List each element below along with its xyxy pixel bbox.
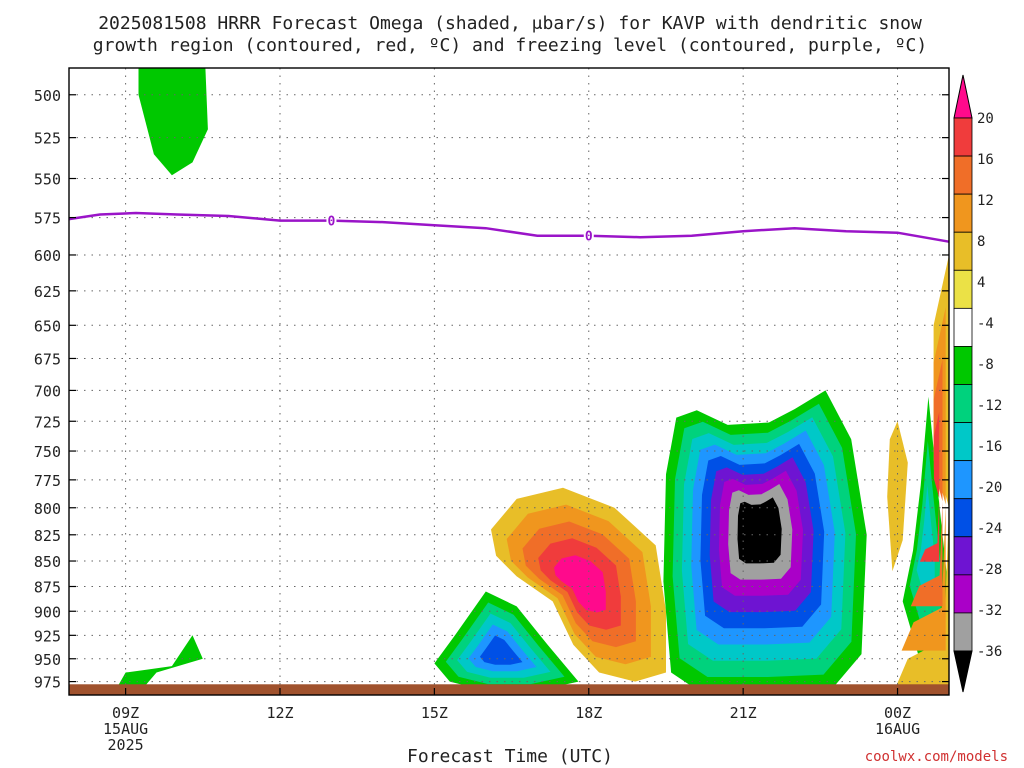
colorbar-top-arrow xyxy=(953,74,973,119)
omega-region-right-edge-descent-level-0 xyxy=(892,209,949,695)
colorbar-bottom-arrow xyxy=(953,650,973,693)
x-tick-label: 00Z xyxy=(884,704,911,722)
freezing-label-bg xyxy=(583,227,594,242)
colorbar-segment xyxy=(953,422,973,462)
freezing-label-bg xyxy=(326,212,337,227)
x-tick-label: 16AUG xyxy=(875,720,920,738)
y-tick-label: 925 xyxy=(34,627,61,645)
omega-region-lower-left-green-level-0 xyxy=(115,635,203,691)
y-tick-label: 975 xyxy=(34,674,61,692)
x-tick-label: 2025 xyxy=(108,736,144,754)
y-tick-label: 825 xyxy=(34,527,61,545)
y-tick-label: 550 xyxy=(34,171,61,189)
omega-region-narrow-ascent-2z-level-2 xyxy=(916,485,935,592)
omega-region-right-edge-descent-level-3 xyxy=(919,396,940,562)
y-tick-label: 900 xyxy=(34,603,61,621)
colorbar-label: 4 xyxy=(977,275,985,291)
y-tick-label: 800 xyxy=(34,500,61,518)
colorbar-segment xyxy=(953,536,973,576)
x-tick-label: 21Z xyxy=(730,704,757,722)
colorbar-segment xyxy=(953,307,973,347)
y-tick-label: 700 xyxy=(34,382,61,400)
y-tick-label: 625 xyxy=(34,283,61,301)
colorbar-segment xyxy=(953,155,973,195)
colorbar-segment xyxy=(953,498,973,538)
colorbar-label: 12 xyxy=(977,193,994,209)
y-tick-label: 850 xyxy=(34,553,61,571)
colorbar-label: -12 xyxy=(977,398,1002,414)
x-tick-label: 12Z xyxy=(266,704,293,722)
y-tick-label: 500 xyxy=(34,87,61,105)
y-tick-label: 675 xyxy=(34,350,61,368)
colorbar-segment xyxy=(953,460,973,500)
chart-title-line-1: 2025081508 HRRR Forecast Omega (shaded, … xyxy=(98,13,922,34)
surface-band xyxy=(69,684,949,695)
colorbar-label: 8 xyxy=(977,234,985,250)
x-tick-label: 09Z xyxy=(112,704,139,722)
colorbar-segment xyxy=(953,574,973,614)
colorbar-segment xyxy=(953,346,973,385)
y-tick-label: 725 xyxy=(34,413,61,431)
omega-region-right-edge-descent-level-1 xyxy=(901,272,946,651)
y-tick-label: 750 xyxy=(34,443,61,461)
omega-region-descent-cell-18z-level-4 xyxy=(554,555,606,613)
colorbar-label: 16 xyxy=(977,152,994,168)
colorbar-label: -20 xyxy=(977,480,1002,496)
freezing-level-label: 0 xyxy=(328,215,336,230)
omega-region-upper-left-green-level-0 xyxy=(138,68,208,176)
y-tick-label: 600 xyxy=(34,247,61,265)
x-tick-label: 18Z xyxy=(575,704,602,722)
omega-region-right-edge-descent-level-2 xyxy=(910,334,943,607)
colorbar-label: 20 xyxy=(977,111,994,127)
colorbar-label: -36 xyxy=(977,644,1002,660)
colorbar-label: -28 xyxy=(977,562,1002,578)
colorbar-label: -8 xyxy=(977,357,994,373)
colorbar-segment xyxy=(953,231,973,271)
colorbar-label: -32 xyxy=(977,603,1002,619)
y-tick-label: 575 xyxy=(34,210,61,228)
credit-text: coolwx.com/models xyxy=(865,749,1008,765)
colorbar-segment xyxy=(953,269,973,309)
colorbar-segment xyxy=(953,612,973,652)
colorbar-segment xyxy=(953,384,973,423)
plot-frame xyxy=(68,67,950,696)
colorbar-segment xyxy=(953,193,973,233)
y-tick-label: 950 xyxy=(34,651,61,669)
x-axis-label: Forecast Time (UTC) xyxy=(407,746,613,767)
x-tick-label: 15AUG xyxy=(103,720,148,738)
omega-region-strong-ascent-21z-level-8 xyxy=(737,497,782,564)
freezing-level-line xyxy=(68,211,950,243)
y-tick-label: 525 xyxy=(34,130,61,148)
colorbar-label: -4 xyxy=(977,316,994,332)
y-tick-label: 650 xyxy=(34,317,61,335)
freezing-level-contour: 00 xyxy=(68,211,950,245)
y-tick-label: 875 xyxy=(34,578,61,596)
chart-title-line-2: growth region (contoured, red, ºC) and f… xyxy=(93,35,927,56)
colorbar-segment xyxy=(953,117,973,157)
colorbar-label: -24 xyxy=(977,521,1002,537)
plot-area xyxy=(69,68,949,695)
colorbar-label: -16 xyxy=(977,439,1002,455)
freezing-level-label: 0 xyxy=(585,230,593,245)
y-axis: 500 525 550 575 600 625 650 675 700 725 750 775 800 8… xyxy=(34,87,949,692)
y-tick-label: 775 xyxy=(34,472,61,490)
colorbar: 20 16 12 8 4 -4 -8 -12 -16 -20 -24 -28 -32 -36 xyxy=(953,74,1002,693)
omega-region-ascent-cell-15z-level-4 xyxy=(479,635,523,665)
x-tick-label: 15Z xyxy=(421,704,448,722)
